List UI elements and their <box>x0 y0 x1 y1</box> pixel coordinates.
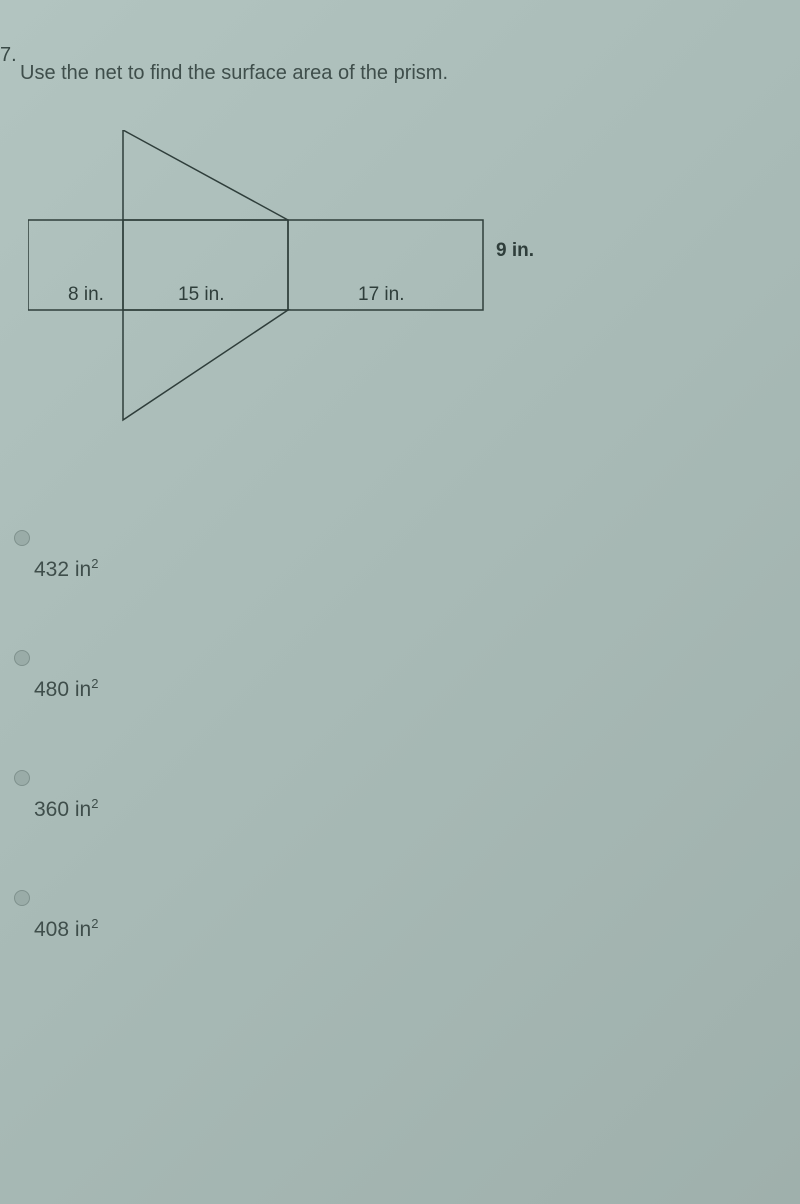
answer-options: 432 in2 480 in2 360 in2 408 in2 <box>12 530 98 1010</box>
rect-label-1: 15 in. <box>178 284 224 306</box>
option-c-value: 360 <box>34 798 69 821</box>
radio-c[interactable] <box>14 770 30 786</box>
option-a-value: 432 <box>34 558 69 581</box>
rect-label-0: 8 in. <box>68 284 104 306</box>
height-label: 9 in. <box>496 240 534 262</box>
option-a-unit: in <box>75 558 91 581</box>
option-c: 360 in2 <box>12 770 98 822</box>
question-prompt: Use the net to find the surface area of … <box>20 62 448 85</box>
option-d-exp: 2 <box>91 916 98 931</box>
question-page: 7. Use the net to find the surface area … <box>0 0 800 1204</box>
net-svg <box>28 130 548 460</box>
option-d-value: 408 <box>34 918 69 941</box>
radio-b[interactable] <box>14 650 30 666</box>
option-a-label: 432 in2 <box>34 558 98 581</box>
option-c-label: 360 in2 <box>34 798 98 821</box>
option-c-exp: 2 <box>91 796 98 811</box>
option-a-exp: 2 <box>91 556 98 571</box>
rect-label-2: 17 in. <box>358 284 404 306</box>
option-b-exp: 2 <box>91 676 98 691</box>
question-number: 7. <box>0 44 17 67</box>
radio-a[interactable] <box>14 530 30 546</box>
option-b-unit: in <box>75 678 91 701</box>
option-d-label: 408 in2 <box>34 918 98 941</box>
prism-net-diagram: 8 in. 15 in. 17 in. 9 in. <box>28 130 548 460</box>
option-a: 432 in2 <box>12 530 98 582</box>
option-b-label: 480 in2 <box>34 678 98 701</box>
option-b: 480 in2 <box>12 650 98 702</box>
option-d-unit: in <box>75 918 91 941</box>
option-d: 408 in2 <box>12 890 98 942</box>
option-b-value: 480 <box>34 678 69 701</box>
option-c-unit: in <box>75 798 91 821</box>
radio-d[interactable] <box>14 890 30 906</box>
